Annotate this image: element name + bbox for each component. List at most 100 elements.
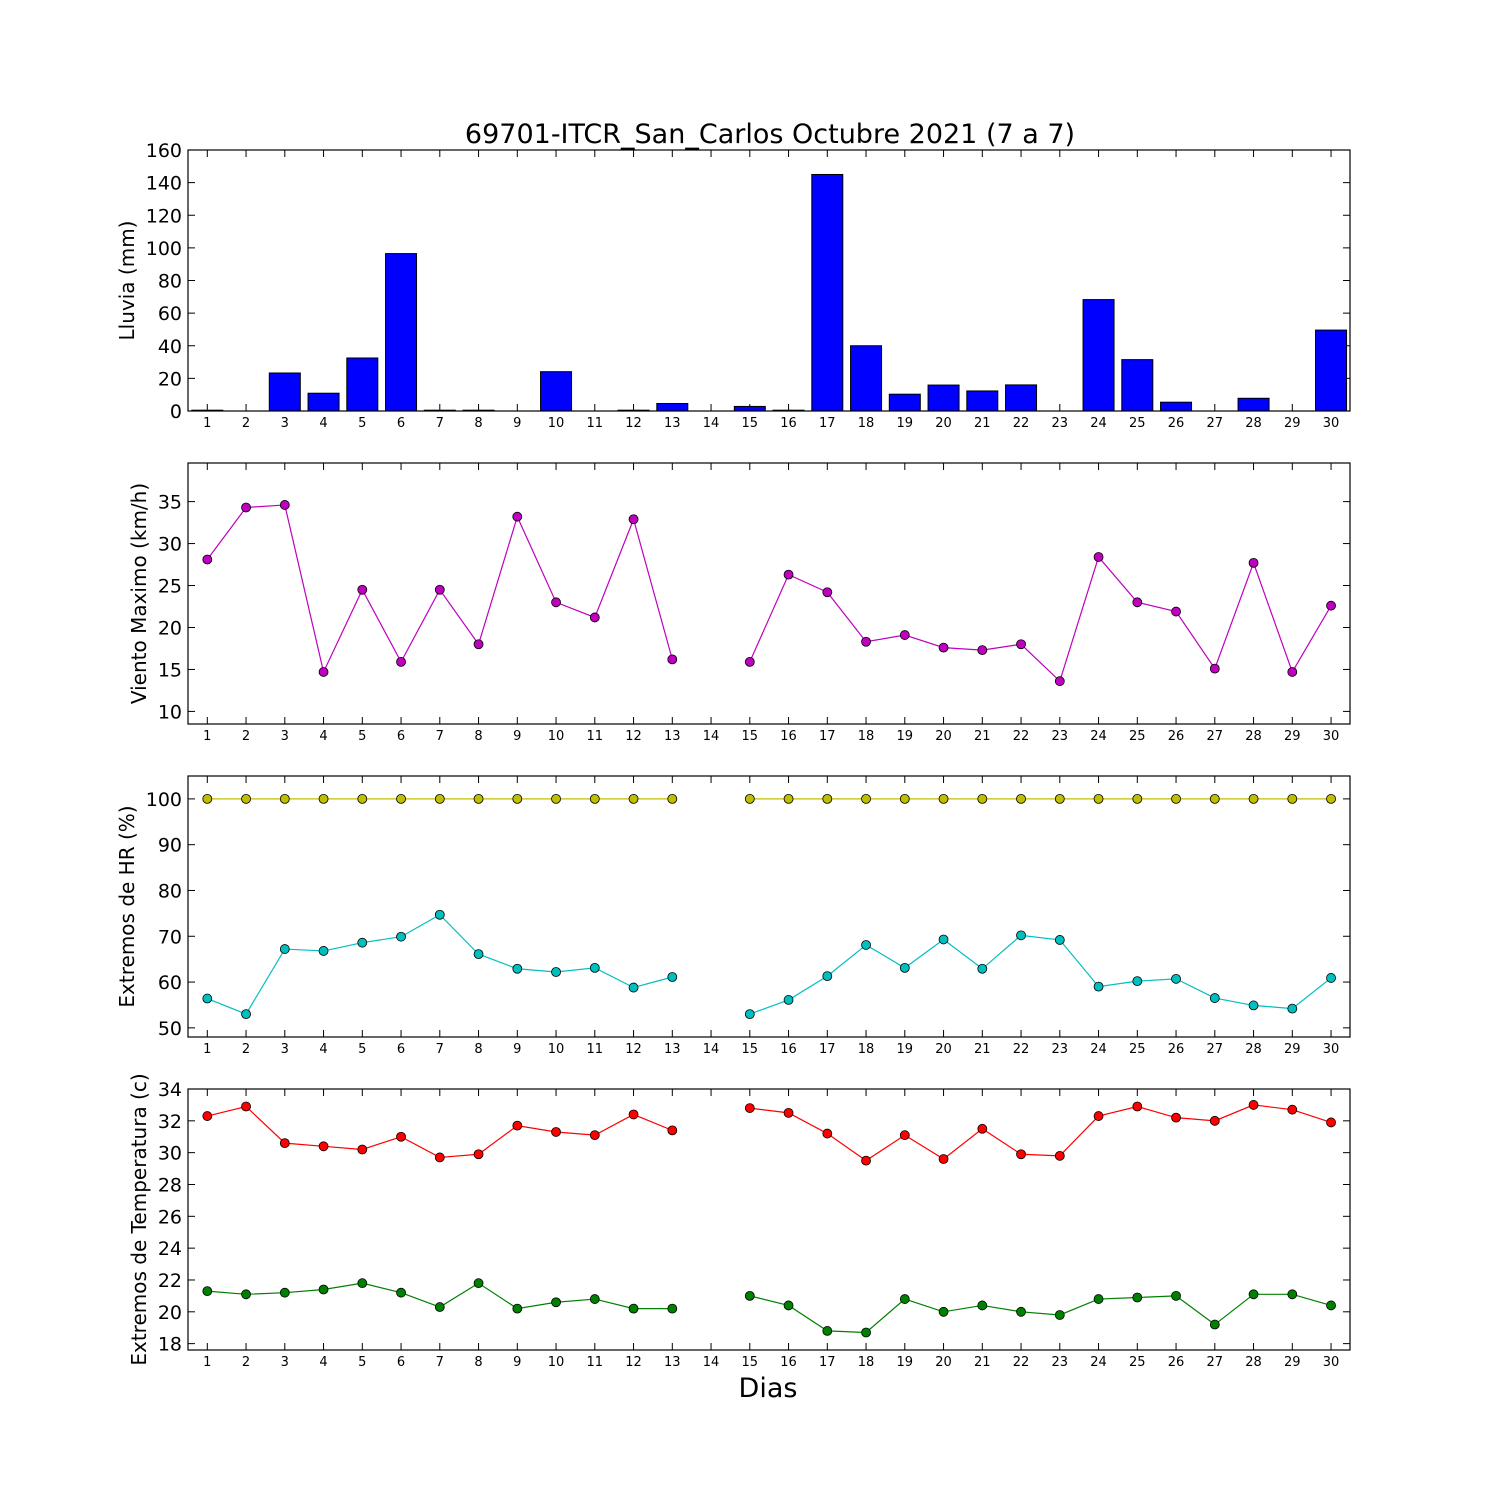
series-2-point-day-6 [396,931,406,942]
x-tick-label: 9 [513,1355,521,1370]
series-2-point-day-27 [1209,1319,1220,1330]
y-tick-label: 100 [146,789,182,811]
series-1-point-day-28 [1248,793,1259,804]
x-tick-label: 2 [242,1355,250,1370]
x-tick-label: 23 [1052,729,1069,744]
series-2-point-day-8 [473,949,484,960]
x-tick-label: 13 [664,729,681,744]
series-1-point-day-18 [861,1155,871,1166]
bar-day-25 [1121,359,1154,412]
y-tick-label: 50 [158,1018,182,1040]
x-tick-label: 7 [436,1042,444,1057]
x-tick-label: 23 [1052,1355,1069,1370]
series-1-point-day-22 [1016,793,1026,804]
series-1-point-day-1 [202,1111,213,1121]
series-1-point-day-13 [667,654,678,665]
x-tick-label: 15 [742,729,759,744]
series-1-point-day-18 [861,636,871,647]
series-2-point-day-20 [938,934,949,945]
x-tick-label: 10 [548,416,565,431]
series-2-point-day-17 [822,1326,833,1336]
series-2-point-day-19 [899,962,910,973]
series-1-point-day-5 [357,584,368,595]
series-2-point-day-21 [977,1300,988,1311]
series-1-point-day-5 [357,1144,368,1155]
x-tick-label: 7 [436,1355,444,1370]
series-1-point-day-21 [977,645,988,656]
x-tick-label: 2 [242,1042,250,1057]
y-tick-label: 20 [158,368,182,390]
series-2-point-day-5 [357,937,368,948]
series-2-point-day-30 [1326,1300,1336,1311]
x-tick-label: 11 [587,1042,604,1057]
series-1-point-day-3 [279,793,290,804]
series-1-point-day-26 [1171,606,1181,617]
x-tick-label: 10 [548,729,565,744]
series-2-point-day-5 [357,1278,368,1289]
series-1-point-day-19 [899,630,910,640]
series-1-point-day-8 [473,793,484,804]
series-2-point-day-29 [1287,1289,1298,1300]
y-tick-label: 60 [158,972,182,994]
x-tick-label: 11 [587,1355,604,1370]
x-tick-label: 18 [858,1042,875,1057]
series-1-point-day-12 [628,1109,639,1120]
series-1-point-day-27 [1209,1115,1220,1126]
x-tick-label: 16 [780,1355,797,1370]
x-tick-label: 1 [203,1355,211,1370]
x-tick-label: 10 [548,1355,565,1370]
y-tick-label: 35 [158,492,182,514]
y-tick-label: 160 [146,140,182,162]
series-1-point-day-8 [473,1149,484,1160]
x-tick-label: 21 [974,1355,991,1370]
series-1-point-day-6 [396,1131,406,1142]
series-2-point-day-1 [202,993,213,1004]
x-tick-label: 24 [1090,1042,1107,1057]
x-tick-label: 6 [397,729,405,744]
x-tick-label: 2 [242,416,250,431]
x-tick-label: 16 [780,416,797,431]
x-axis-label: Dias [739,1373,798,1404]
x-tick-label: 20 [935,1042,952,1057]
y-tick-label: 70 [158,926,182,948]
series-1-point-day-19 [899,793,910,804]
y-tick-label: 80 [158,271,182,293]
y-tick-label: 25 [158,576,182,598]
y-tick-label: 18 [158,1334,182,1356]
series-2-point-day-26 [1171,1290,1181,1301]
x-tick-label: 12 [625,729,642,744]
series-1-point-day-4 [318,667,329,677]
x-tick-label: 29 [1284,416,1301,431]
series-1-point-day-20 [938,1154,949,1164]
series-1-point-day-22 [1016,639,1026,650]
x-tick-label: 17 [819,729,836,744]
x-tick-label: 15 [742,1355,759,1370]
series-2-point-day-3 [279,1287,290,1298]
x-tick-label: 4 [319,1042,327,1057]
y-axis-label: Viento Maximo (km/h) [127,483,151,704]
series-1-point-day-11 [589,1130,600,1141]
series-2-point-day-7 [434,1302,445,1312]
bar-day-3 [268,372,301,412]
y-tick-label: 30 [158,1143,182,1165]
bar-day-30 [1315,329,1348,412]
plot-frame [187,149,1351,412]
x-tick-label: 3 [281,1355,289,1370]
x-tick-label: 19 [897,416,914,431]
chart-title: 69701-ITCR_San_Carlos Octubre 2021 (7 a … [465,119,1075,150]
series-1-point-day-30 [1326,600,1336,611]
x-tick-label: 29 [1284,1042,1301,1057]
x-tick-label: 19 [897,1355,914,1370]
series-1-point-day-9 [512,1120,523,1131]
x-tick-label: 17 [819,1042,836,1057]
series-1-point-day-17 [822,793,833,804]
series-2-point-day-9 [512,963,523,974]
bar-day-17 [811,173,844,412]
x-tick-label: 14 [703,729,720,744]
x-tick-label: 3 [281,1042,289,1057]
bar-day-19 [888,393,921,412]
x-tick-label: 19 [897,1042,914,1057]
series-1-point-day-7 [434,584,445,595]
